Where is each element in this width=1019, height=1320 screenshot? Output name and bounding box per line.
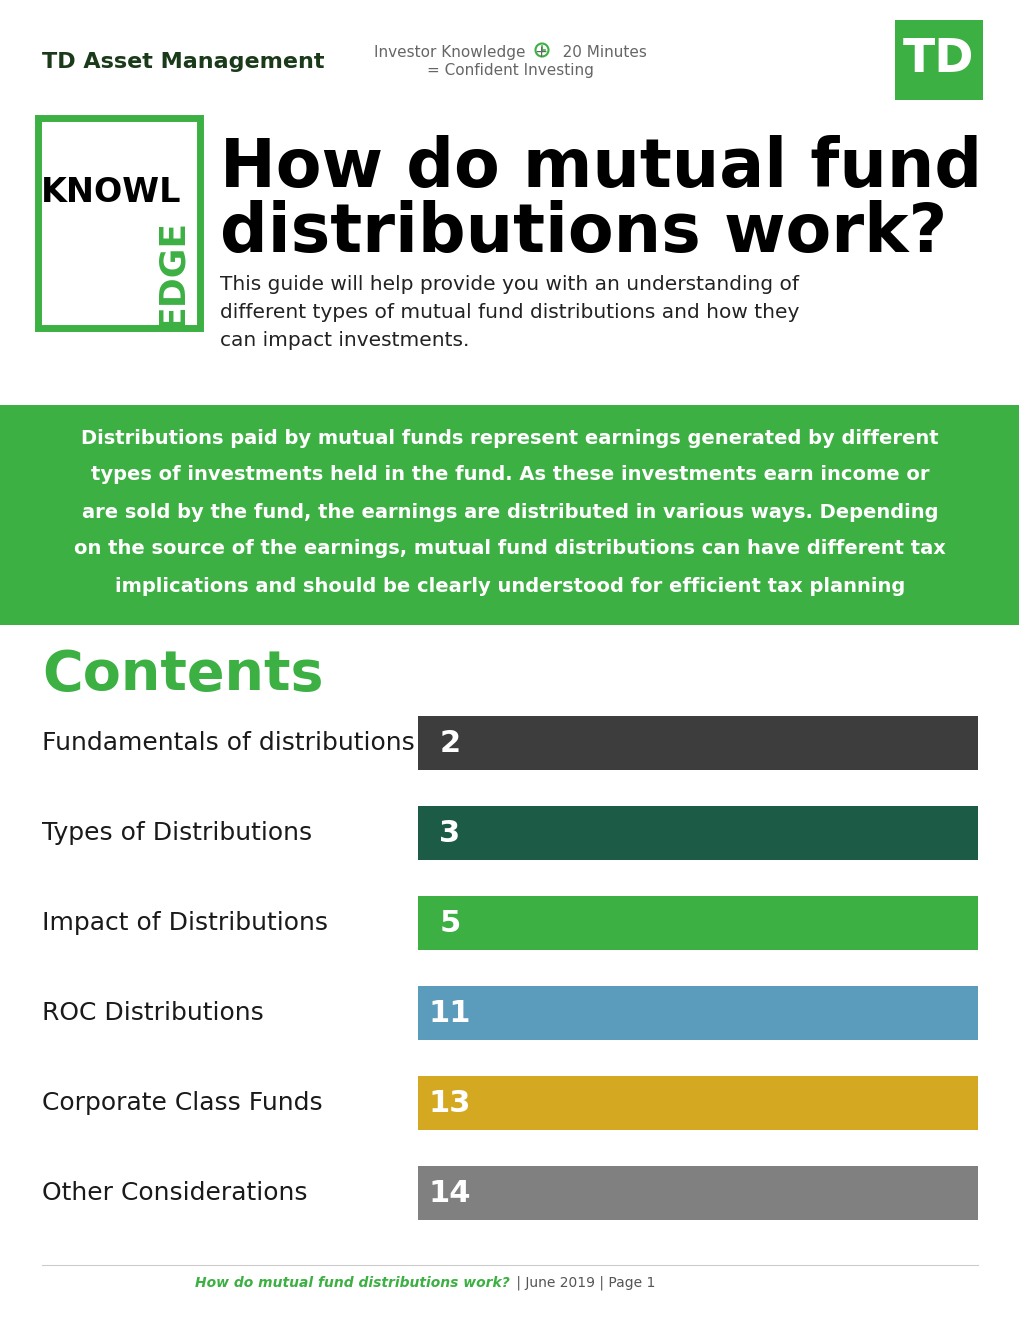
Bar	[38, 117, 200, 327]
Text: = Confident Investing: = Confident Investing	[426, 62, 593, 78]
Text: Contents: Contents	[42, 648, 323, 702]
Bar	[418, 986, 977, 1040]
Text: 3: 3	[439, 818, 461, 847]
Bar	[418, 1166, 977, 1220]
Bar	[418, 1076, 977, 1130]
Text: 2: 2	[439, 729, 461, 758]
Text: are sold by the fund, the earnings are distributed in various ways. Depending: are sold by the fund, the earnings are d…	[82, 503, 937, 521]
Bar	[418, 807, 977, 861]
Text: How do mutual fund distributions work?: How do mutual fund distributions work?	[195, 1276, 510, 1290]
Text: Impact of Distributions: Impact of Distributions	[42, 911, 328, 935]
Text: Fundamentals of distributions: Fundamentals of distributions	[42, 731, 415, 755]
Text: distributions work?: distributions work?	[220, 201, 947, 267]
Text: Distributions paid by mutual funds represent earnings generated by different: Distributions paid by mutual funds repre…	[82, 429, 937, 447]
Text: 5: 5	[439, 908, 461, 937]
Text: implications and should be clearly understood for efficient tax planning: implications and should be clearly under…	[115, 577, 904, 595]
Text: This guide will help provide you with an understanding of
different types of mut: This guide will help provide you with an…	[220, 275, 799, 350]
Text: EDGE: EDGE	[155, 218, 189, 327]
Bar	[0, 405, 1019, 624]
Text: ROC Distributions: ROC Distributions	[42, 1001, 264, 1026]
Text: TD Asset Management: TD Asset Management	[42, 51, 324, 73]
Text: Types of Distributions: Types of Distributions	[42, 821, 312, 845]
Text: types of investments held in the fund. As these investments earn income or: types of investments held in the fund. A…	[91, 466, 928, 484]
Text: How do mutual fund: How do mutual fund	[220, 135, 981, 201]
Text: 13: 13	[428, 1089, 471, 1118]
Text: Investor Knowledge  +   20 Minutes: Investor Knowledge + 20 Minutes	[373, 45, 646, 59]
Text: TD: TD	[903, 37, 974, 82]
Text: on the source of the earnings, mutual fund distributions can have different tax: on the source of the earnings, mutual fu…	[74, 540, 945, 558]
Text: | June 2019 | Page 1: | June 2019 | Page 1	[512, 1275, 655, 1290]
Text: KNOWL: KNOWL	[41, 177, 181, 210]
Bar	[418, 715, 977, 770]
Bar	[418, 896, 977, 950]
Bar	[894, 20, 982, 100]
Text: 14: 14	[428, 1179, 471, 1208]
Text: Corporate Class Funds: Corporate Class Funds	[42, 1092, 322, 1115]
Text: 11: 11	[428, 998, 471, 1027]
Text: Other Considerations: Other Considerations	[42, 1181, 307, 1205]
